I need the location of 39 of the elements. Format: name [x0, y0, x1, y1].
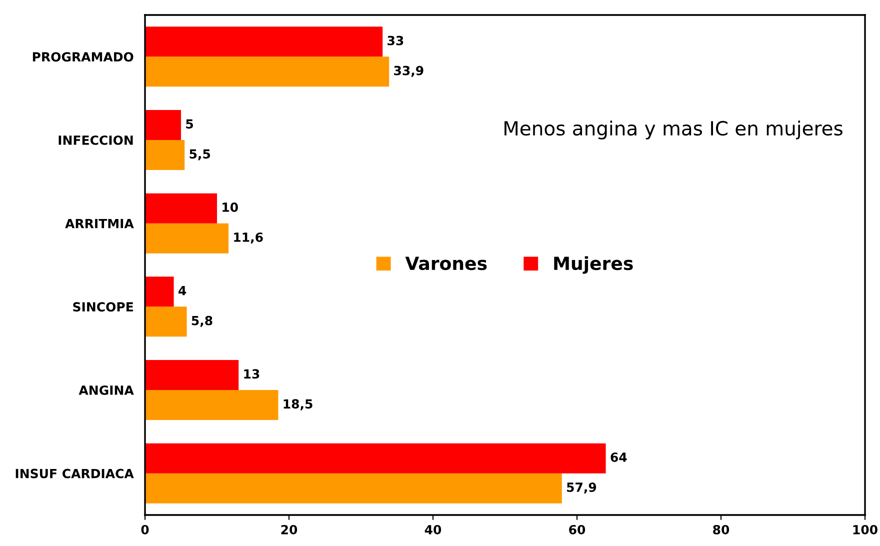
x-tick-label: 20: [281, 524, 298, 534]
legend-label: Mujeres: [554, 256, 633, 274]
data-label: 10: [222, 202, 238, 212]
data-label: 5: [186, 119, 193, 129]
data-label: 33: [388, 36, 404, 46]
legend-label: Varones: [405, 256, 487, 270]
data-label: 11,6: [234, 232, 263, 244]
bar: [145, 26, 383, 57]
x-tick-label: 60: [569, 524, 586, 534]
y-tick-label: INFECCION: [58, 135, 133, 145]
x-tick-label: 40: [424, 524, 442, 534]
bar: [145, 360, 239, 390]
data-label: 13: [244, 369, 260, 379]
data-label: 5,8: [192, 316, 212, 327]
data-label: 4: [178, 286, 186, 296]
bar: [145, 390, 278, 420]
y-tick-label: ARRITMIA: [65, 218, 134, 228]
data-label: 64: [610, 452, 627, 462]
data-label: 57,9: [567, 482, 596, 494]
bar: [145, 306, 187, 337]
bar: [145, 110, 181, 140]
annotation: Menos angina y mas IC en mujeres: [504, 120, 842, 140]
bar: [145, 473, 562, 504]
y-tick-label: PROGRAMADO: [32, 52, 134, 62]
y-tick-label: INSUF CARDIACA: [16, 468, 134, 478]
data-label: 33,9: [394, 66, 424, 77]
bar: [145, 193, 217, 224]
x-tick-label: 100: [853, 524, 878, 534]
y-tick-label: ANGINA: [78, 385, 134, 395]
data-label: 18,5: [284, 399, 312, 410]
x-tick-label: 80: [713, 524, 730, 534]
bar: [145, 223, 229, 254]
y-tick-label: SINCOPE: [73, 302, 133, 312]
bar: [145, 56, 390, 87]
x-tick-label: 0: [141, 524, 149, 534]
data-label: 5,5: [190, 149, 210, 160]
bar: [145, 140, 185, 170]
bar: [145, 443, 606, 474]
bar: [145, 276, 174, 307]
